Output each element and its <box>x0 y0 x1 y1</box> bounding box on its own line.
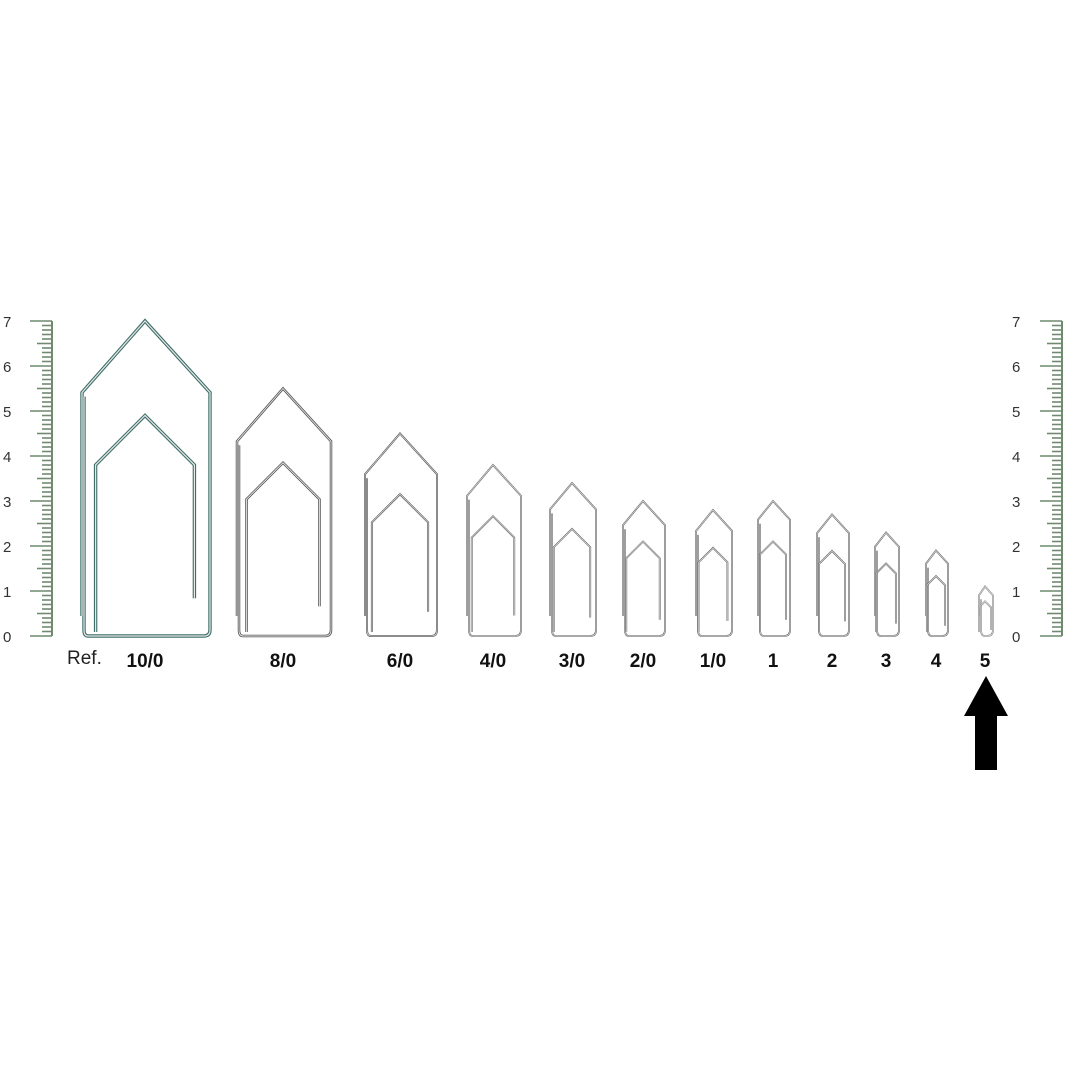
paperclip-highlight <box>371 493 429 632</box>
right-ruler: 0 1 2 3 4 5 6 7 <box>1012 314 1063 646</box>
ruler-number: 7 <box>1012 314 1020 331</box>
paperclip-row <box>80 318 994 638</box>
paperclip-highlight <box>695 509 733 637</box>
paperclip-4-0 <box>466 463 522 637</box>
paperclip-inner-loop <box>925 574 947 632</box>
paperclip-highlight <box>466 464 522 637</box>
size-labels: 10/0 8/0 6/0 4/0 3/0 2/0 1/0 1 2 3 4 5 <box>127 651 991 672</box>
ruler-number: 2 <box>1012 539 1020 556</box>
paperclip-highlight <box>698 547 728 632</box>
paperclip-highlight <box>553 528 591 632</box>
size-label: 2 <box>827 651 838 672</box>
size-label: 1 <box>768 651 779 672</box>
ruler-number: 6 <box>1012 359 1020 376</box>
paperclip-highlight <box>818 550 846 632</box>
paperclip-inner-loop <box>697 546 729 632</box>
paperclip-6-0 <box>364 432 438 637</box>
ruler-number: 7 <box>3 314 11 331</box>
paperclip-8-0 <box>235 386 333 638</box>
paperclip-highlight <box>978 600 992 632</box>
paperclip-outer-loop <box>80 318 212 638</box>
left-ruler: 0 1 2 3 4 5 6 7 <box>3 314 53 646</box>
paperclip-10-0 <box>80 318 212 638</box>
ruler-number: 4 <box>3 449 11 466</box>
paperclip-highlight <box>875 563 897 632</box>
paperclip-highlight <box>926 575 946 632</box>
paperclip-inner-loop <box>625 540 661 632</box>
size-label: 1/0 <box>700 651 726 672</box>
paperclip-inner-loop <box>93 413 197 632</box>
paperclip-highlight <box>81 320 211 637</box>
ruler-number: 5 <box>3 404 11 421</box>
paperclip-2-0 <box>622 499 666 637</box>
size-label: 6/0 <box>387 651 413 672</box>
ref-label: Ref. <box>67 648 102 669</box>
size-label: 3/0 <box>559 651 585 672</box>
paperclip-highlight <box>759 541 787 632</box>
paperclip-3-0 <box>549 481 597 637</box>
paperclip-highlight <box>874 532 900 637</box>
paperclip-highlight <box>364 432 438 637</box>
size-label: 8/0 <box>270 651 296 672</box>
paperclip-3 <box>874 531 900 637</box>
ruler-number: 6 <box>3 359 11 376</box>
paperclip-highlight <box>757 500 791 637</box>
paperclip-2 <box>816 513 850 637</box>
paperclip-outer-loop <box>549 481 597 637</box>
ruler-number: 4 <box>1012 449 1020 466</box>
paperclip-highlight <box>925 550 949 637</box>
paperclip-inner-loop <box>818 549 846 632</box>
ruler-number: 1 <box>1012 584 1020 601</box>
paperclip-highlight <box>625 541 661 632</box>
paperclip-4 <box>925 549 949 637</box>
paperclip-inner-loop <box>470 515 516 632</box>
paperclip-inner-loop <box>759 540 787 632</box>
paperclip-outer-loop <box>622 499 666 637</box>
size-label: 4 <box>931 651 942 672</box>
paperclip-highlight <box>95 414 195 632</box>
ruler-number: 5 <box>1012 404 1020 421</box>
ruler-number: 0 <box>1012 629 1020 646</box>
paperclip-5 <box>978 585 994 637</box>
size-label: 3 <box>881 651 892 672</box>
paperclip-1 <box>757 499 791 637</box>
size-label: 4/0 <box>480 651 506 672</box>
paperclip-inner-loop <box>552 527 592 632</box>
size-label: 2/0 <box>630 651 656 672</box>
ruler-number: 0 <box>3 629 11 646</box>
paperclip-highlight <box>622 500 666 637</box>
paperclip-highlight <box>978 585 994 637</box>
paperclip-1-0 <box>695 508 733 637</box>
size-label: 10/0 <box>127 651 164 672</box>
ruler-number: 1 <box>3 584 11 601</box>
paperclip-highlight <box>549 482 597 637</box>
paperclip-highlight <box>246 462 320 632</box>
paperclip-inner-loop <box>875 562 897 632</box>
paperclip-outer-loop <box>364 432 438 637</box>
paperclip-inner-loop <box>370 492 430 632</box>
paperclip-highlight <box>471 515 515 632</box>
paperclip-highlight <box>236 387 332 637</box>
paperclip-outer-loop <box>466 463 522 637</box>
ruler-number: 3 <box>3 494 11 511</box>
ruler-number: 2 <box>3 539 11 556</box>
arrow-up-icon <box>964 676 1008 770</box>
ruler-number: 3 <box>1012 494 1020 511</box>
paperclip-highlight <box>816 514 850 637</box>
size-label: 5 <box>980 651 991 672</box>
